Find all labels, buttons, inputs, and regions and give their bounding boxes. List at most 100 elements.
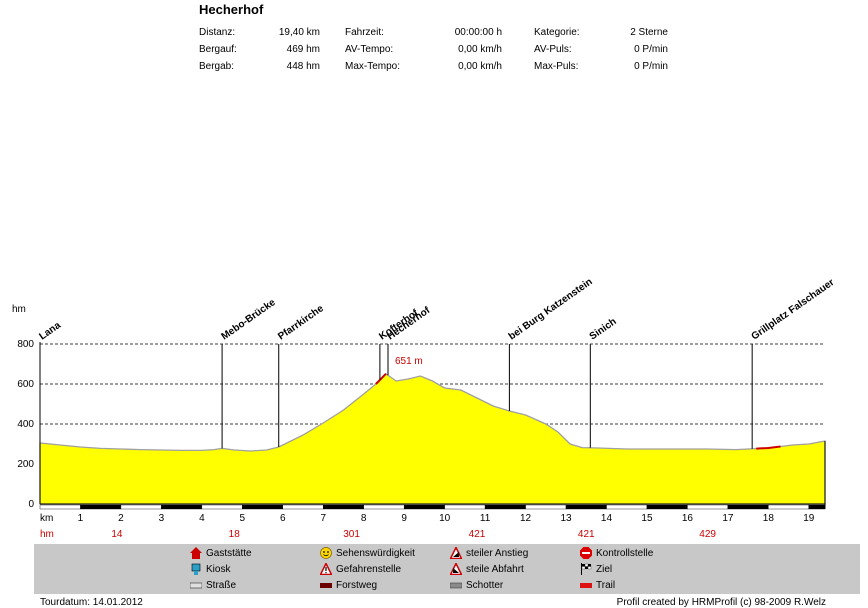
distance-bar-segment <box>565 504 607 510</box>
peak-elevation-label: 651 m <box>395 356 423 367</box>
distance-bar-segment <box>727 504 769 510</box>
distance-bar-segment <box>161 504 203 510</box>
smiley-icon <box>320 547 332 559</box>
x-tick-label: 7 <box>320 513 326 524</box>
waypoint-label: Lana <box>37 320 63 343</box>
trail-segments <box>375 373 781 450</box>
legend-item-sight: Sehenswürdigkeit <box>320 547 415 559</box>
x-tick-label: 15 <box>641 513 653 524</box>
stat-label-ascent: Bergauf: <box>199 44 237 55</box>
y-tick-label: 400 <box>17 419 34 430</box>
x-tick-label: 14 <box>601 513 613 524</box>
distance-bar-segment <box>484 504 526 510</box>
legend-item-forest-road: Forstweg <box>320 579 377 591</box>
legend-label: steile Abfahrt <box>466 563 524 575</box>
hm-marker-label: 421 <box>469 529 486 540</box>
x-tick-label: 11 <box>480 513 491 524</box>
legend-label: Gaststätte <box>206 547 252 559</box>
elevation-area <box>39 372 826 505</box>
stat-value-avg-speed: 0,00 km/h <box>458 44 502 55</box>
x-tick-label: 16 <box>682 513 694 524</box>
y-tick-label: 600 <box>17 379 34 390</box>
legend-label: Sehenswürdigkeit <box>336 547 415 559</box>
legend-item-steep-descent: steile Abfahrt <box>449 561 524 576</box>
hm-row-label: hm <box>40 529 54 540</box>
distance-bar-segment <box>80 504 122 510</box>
warning-icon <box>319 561 333 576</box>
stat-value-category: 2 Sterne <box>630 27 668 38</box>
x-tick-label: 9 <box>401 513 407 524</box>
legend-item-finish: Ziel <box>580 563 612 575</box>
legend-label: steiler Anstieg <box>466 547 529 559</box>
distance-bar-segment <box>39 504 81 510</box>
distance-bar-segment <box>242 504 283 510</box>
tour-title: Hecherhof <box>199 2 264 17</box>
x-tick-label: 5 <box>240 513 246 524</box>
x-tick-label: 4 <box>199 513 205 524</box>
waypoint-label: Mebo-Brücke <box>219 297 278 343</box>
forest-road-icon <box>320 579 332 591</box>
legend-label: Ziel <box>596 563 613 575</box>
y-tick-label: 200 <box>17 459 34 470</box>
stat-value-ascent: 469 hm <box>286 44 320 55</box>
steep-climb-icon <box>449 545 463 560</box>
stat-value-descent: 448 hm <box>286 61 320 72</box>
hm-marker-label: 14 <box>111 529 123 540</box>
legend-label: Kiosk <box>206 563 231 575</box>
stat-label-category: Kategorie: <box>534 27 580 38</box>
trail-segment <box>375 373 387 385</box>
legend-label: Schotter <box>466 579 504 591</box>
kiosk-icon <box>190 563 202 575</box>
hm-marker-label: 301 <box>343 529 360 540</box>
steep-descent-icon <box>449 561 463 576</box>
distance-bar-segment <box>363 504 405 510</box>
x-tick-label: 17 <box>722 513 734 524</box>
distance-bar-segment <box>687 504 729 510</box>
hm-marker-label: 421 <box>578 529 595 540</box>
stat-value-distance: 19,40 km <box>278 27 320 38</box>
legend-label: Straße <box>206 579 237 591</box>
distance-bar-segment <box>201 504 243 510</box>
x-tick-label: 3 <box>159 513 165 524</box>
waypoint-label: Grillplatz Falschauer <box>750 277 837 342</box>
distance-bar-segment <box>525 504 567 510</box>
trail-segment <box>756 445 781 450</box>
trail-icon <box>580 579 592 591</box>
legend-item-danger: Gefahrenstelle <box>319 561 402 576</box>
distance-bar-segment <box>444 504 486 510</box>
legend-label: Gefahrenstelle <box>336 563 402 575</box>
x-tick-label: 1 <box>78 513 84 524</box>
distance-bar-segment <box>646 504 688 510</box>
credit-text: Profil created by HRMProfil (c) 98-2009 … <box>616 597 826 608</box>
legend-panel: Gaststätte Kiosk Straße Sehenswürdigkeit… <box>34 544 860 594</box>
y-tick-label: 0 <box>28 499 34 510</box>
waypoint-label: bei Burg Katzenstein <box>507 276 595 342</box>
stat-value-ride-time: 00:00:00 h <box>454 27 502 38</box>
legend-label: Trail <box>596 579 616 591</box>
distance-bar-segment <box>403 504 445 510</box>
x-tick-label: 19 <box>803 513 815 524</box>
legend-item-steep-climb: steiler Anstieg <box>449 545 529 560</box>
x-tick-label: 8 <box>361 513 367 524</box>
stat-value-max-speed: 0,00 km/h <box>458 61 502 72</box>
stat-label-max-pulse: Max-Puls: <box>534 61 579 72</box>
stat-value-max-pulse: 0 P/min <box>634 61 668 72</box>
distance-bar-segment <box>768 504 810 510</box>
x-axis-label: km <box>40 513 53 524</box>
distance-bar-segment <box>808 504 826 510</box>
x-tick-label: 12 <box>520 513 532 524</box>
hm-marker-label: 429 <box>699 529 716 540</box>
x-tick-label: 18 <box>763 513 775 524</box>
stat-label-distance: Distanz: <box>199 27 236 38</box>
stop-icon <box>580 547 592 559</box>
tour-date: Tourdatum: 14.01.2012 <box>40 597 143 608</box>
legend-item-trail: Trail <box>580 579 615 591</box>
distance-bar-segment <box>120 504 162 510</box>
gravel-icon <box>449 579 463 591</box>
x-tick-label: 6 <box>280 513 286 524</box>
distance-bar-segment <box>282 504 324 510</box>
stat-label-ride-time: Fahrzeit: <box>345 27 384 38</box>
x-tick-label: 10 <box>439 513 451 524</box>
stat-label-avg-pulse: AV-Puls: <box>534 44 572 55</box>
